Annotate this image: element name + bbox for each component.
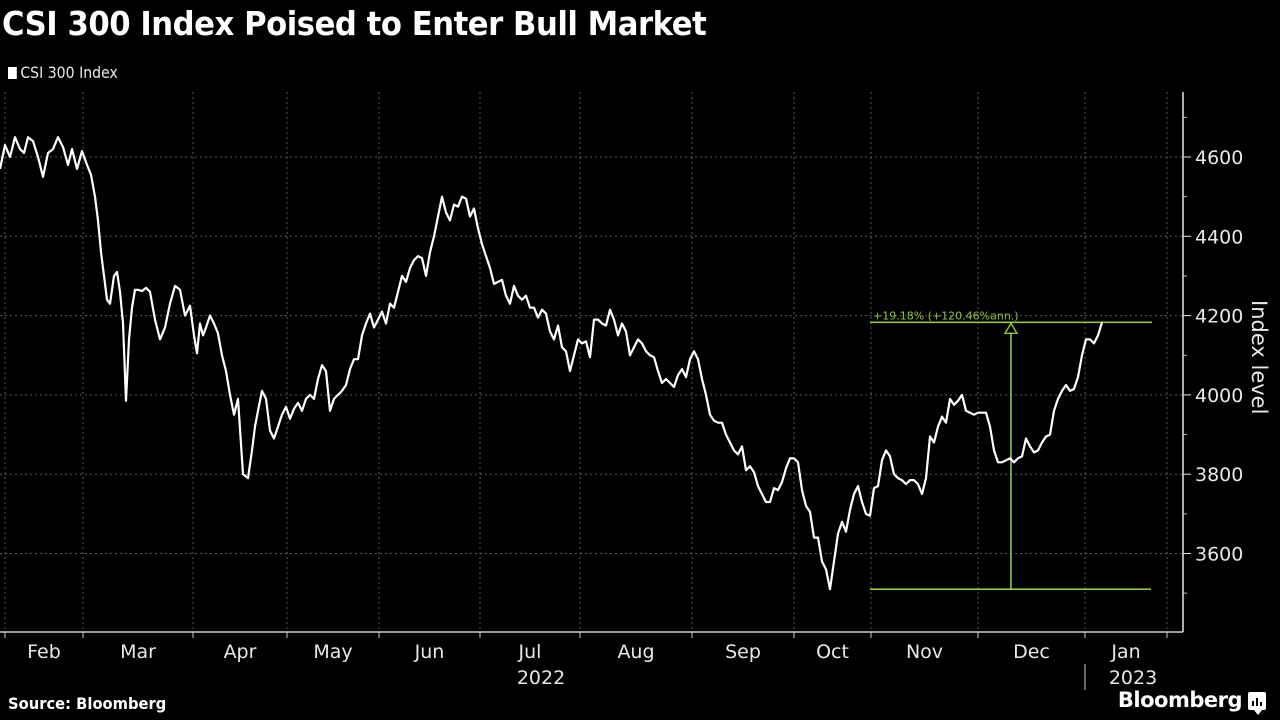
csi300-series-line — [0, 136, 1104, 591]
legend: CSI 300 Index — [8, 63, 118, 82]
x-tick-label: Jul — [518, 641, 542, 663]
x-tick-label: Nov — [906, 641, 943, 663]
y-tick-label: 4000 — [1195, 385, 1243, 407]
year-label: 2022 — [517, 667, 565, 689]
x-tick-label: Jan — [1110, 641, 1140, 663]
x-tick-label: Dec — [1013, 641, 1050, 663]
bloomberg-chart-bubble-icon — [1248, 692, 1266, 715]
legend-swatch-icon — [8, 66, 17, 79]
bloomberg-logo: Bloomberg — [1117, 688, 1243, 712]
year-label: 2023 — [1109, 667, 1157, 689]
y-tick-label: 4600 — [1195, 147, 1243, 169]
y-tick-label: 4200 — [1195, 306, 1243, 328]
x-tick-label: May — [313, 641, 352, 663]
annotation-label: +19.18% (+120.46%ann.) — [873, 309, 1019, 322]
source-note: Source: Bloomberg — [8, 694, 167, 713]
arrow-up-icon — [1003, 321, 1019, 335]
x-tick-label: Apr — [224, 641, 257, 663]
x-tick-label: Aug — [617, 641, 654, 663]
y-tick-label: 3800 — [1195, 464, 1243, 486]
axes: 3600 3800 4000 4200 4400 4600 Feb Mar Apr May Jun J… — [0, 92, 1243, 690]
chart-title: CSI 300 Index Poised to Enter Bull Marke… — [2, 4, 707, 43]
grid-lines — [0, 92, 1183, 632]
x-tick-label: Oct — [816, 641, 849, 663]
y-axis-title: Index level — [1247, 300, 1271, 414]
x-tick-label: Feb — [27, 641, 61, 663]
x-tick-label: Sep — [725, 641, 761, 663]
x-tick-label: Jun — [414, 641, 445, 663]
y-tick-label: 4400 — [1195, 226, 1243, 248]
legend-label: CSI 300 Index — [20, 63, 118, 82]
y-tick-label: 3600 — [1195, 544, 1243, 566]
return-annotation: +19.18% (+120.46%ann.) — [870, 309, 1152, 590]
x-tick-label: Mar — [120, 641, 156, 663]
